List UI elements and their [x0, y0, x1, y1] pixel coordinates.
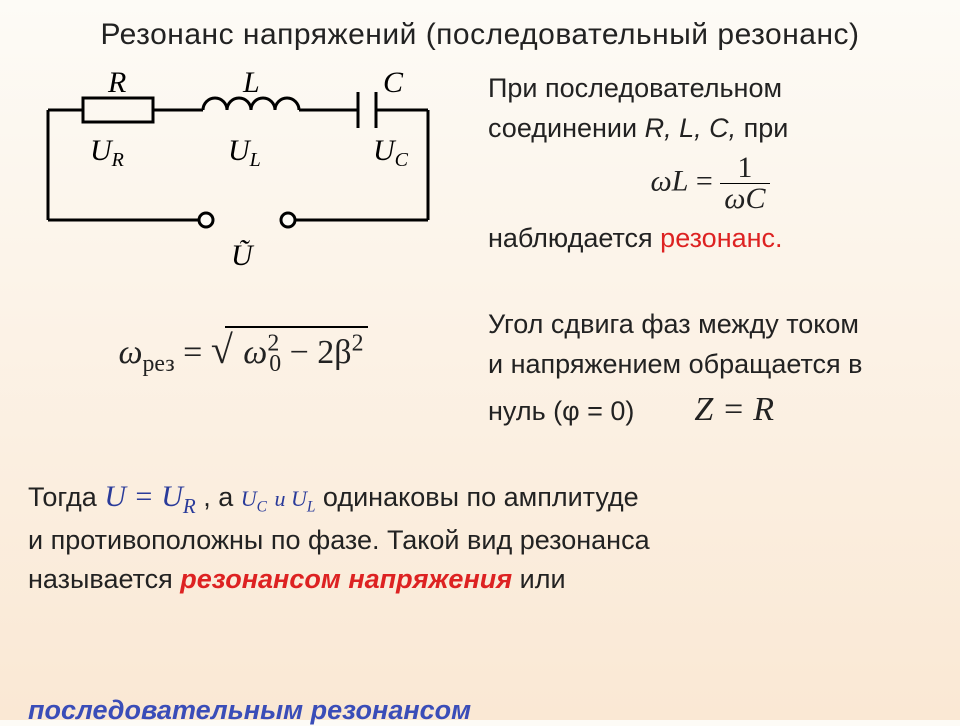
formula-omega-res: ωрез = √ ω20 − 2β2	[28, 306, 458, 378]
label-L: L	[242, 70, 260, 99]
formula-wL-eq-1-wC: ωL = 1 ωC	[488, 153, 932, 214]
label-UR: UR	[90, 134, 124, 171]
label-U: Ũ	[231, 239, 255, 272]
conclusion-text: Тогда U = UR , а UC и UL одинаковы по ам…	[28, 477, 932, 597]
phase-text: Угол сдвига фаз между током и напряжение…	[488, 306, 932, 437]
label-R: R	[107, 70, 126, 99]
page-title: Резонанс напряжений (последовательный ре…	[28, 18, 932, 52]
rlc-circuit-diagram: R L C UR UL UC Ũ	[28, 70, 458, 280]
label-UL: UL	[228, 134, 261, 171]
resonance-word: резонанс.	[660, 223, 782, 253]
label-C: C	[383, 70, 404, 99]
label-UC: UC	[373, 134, 409, 171]
cutoff-text: последовательным резонансом	[28, 695, 471, 726]
formula-Z-eq-R: Z = R	[694, 387, 774, 433]
intro-text: При последовательном соединении R, L, C,…	[488, 70, 932, 260]
